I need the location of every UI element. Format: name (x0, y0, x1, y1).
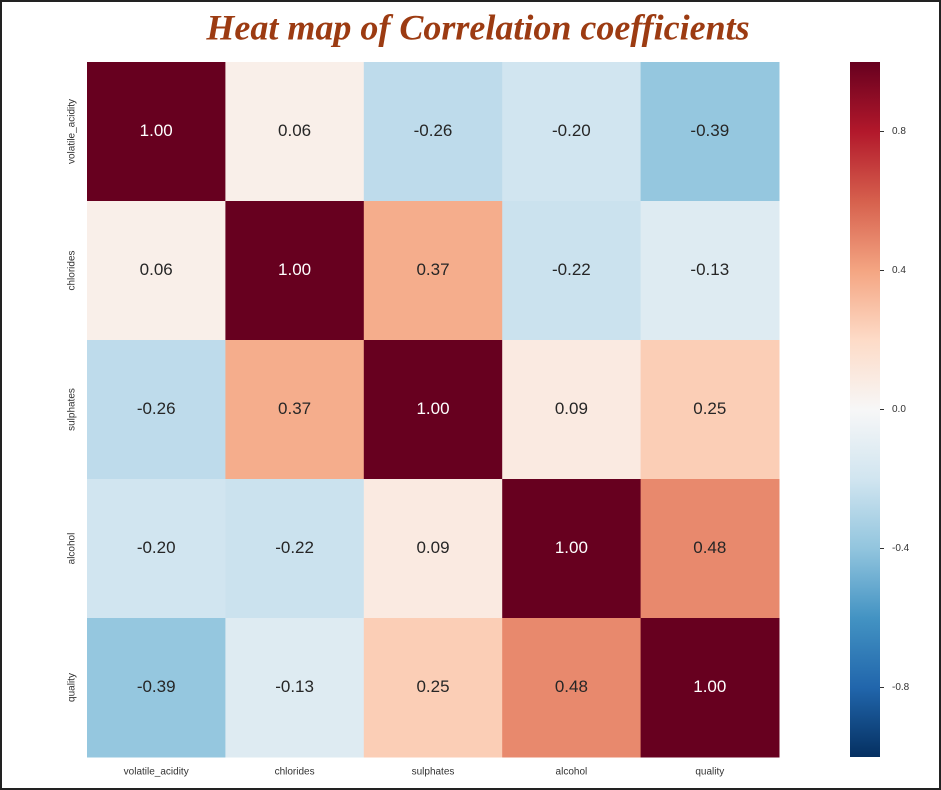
y-tick-label: chlorides (67, 250, 78, 290)
cell-label: 1.00 (278, 260, 311, 279)
cell (502, 340, 642, 480)
cell-label: -0.22 (552, 260, 591, 279)
cell-label: -0.26 (414, 121, 453, 140)
cell (640, 201, 780, 341)
cell (225, 479, 365, 619)
cell-label: 0.48 (555, 677, 588, 696)
cell (87, 479, 226, 619)
colorbar-tick-label: 0.0 (892, 404, 906, 415)
cell-label: -0.22 (275, 538, 314, 557)
cell-label: 0.25 (693, 399, 726, 418)
cell (225, 618, 365, 758)
cell (640, 340, 780, 480)
cell (502, 62, 642, 202)
cell-label: -0.20 (552, 121, 591, 140)
x-tick-label: quality (695, 767, 724, 778)
cell (363, 201, 503, 341)
cell-label: 0.25 (416, 677, 449, 696)
colorbar-tick-label: 0.8 (892, 126, 906, 137)
cell-label: -0.26 (137, 399, 176, 418)
colorbar-tick-label: -0.4 (892, 543, 910, 554)
cell (502, 201, 642, 341)
cell-label: 0.37 (278, 399, 311, 418)
x-tick-label: chlorides (275, 767, 315, 778)
cell-label: -0.13 (275, 677, 314, 696)
cell (225, 62, 365, 202)
cell-label: -0.39 (690, 121, 729, 140)
x-tick-label: volatile_acidity (124, 767, 189, 778)
cell (87, 618, 226, 758)
cell-label: 0.06 (278, 121, 311, 140)
cell-label: 1.00 (555, 538, 588, 557)
colorbar-tick-label: -0.8 (892, 682, 910, 693)
cell (87, 201, 226, 341)
x-tick-label: alcohol (556, 767, 588, 778)
y-tick-label: alcohol (67, 533, 78, 565)
cell (363, 618, 503, 758)
cell-label: 0.37 (416, 260, 449, 279)
x-tick-label: sulphates (412, 767, 455, 778)
cell (640, 618, 780, 758)
cell-label: 1.00 (416, 399, 449, 418)
cell (363, 340, 503, 480)
cell-label: -0.39 (137, 677, 176, 696)
cell-label: -0.20 (137, 538, 176, 557)
colorbar (850, 62, 880, 757)
cell (225, 340, 365, 480)
y-tick-label: quality (67, 673, 78, 702)
colorbar-tick-label: 0.4 (892, 265, 906, 276)
cell-label: 0.48 (693, 538, 726, 557)
cell-label: 0.06 (140, 260, 173, 279)
cell-label: 0.09 (416, 538, 449, 557)
y-tick-label: sulphates (67, 388, 78, 431)
cell (502, 479, 642, 619)
cell (640, 479, 780, 619)
cell-label: -0.13 (690, 260, 729, 279)
cell (502, 618, 642, 758)
cell (225, 201, 365, 341)
cell (87, 340, 226, 480)
cell-label: 0.09 (555, 399, 588, 418)
cell (640, 62, 780, 202)
cell-label: 1.00 (693, 677, 726, 696)
cell-label: 1.00 (140, 121, 173, 140)
cell (363, 479, 503, 619)
chart-title: Heat map of Correlation coefficients (205, 7, 749, 47)
y-tick-label: volatile_acidity (67, 99, 78, 164)
cell (363, 62, 503, 202)
cell (87, 62, 226, 202)
